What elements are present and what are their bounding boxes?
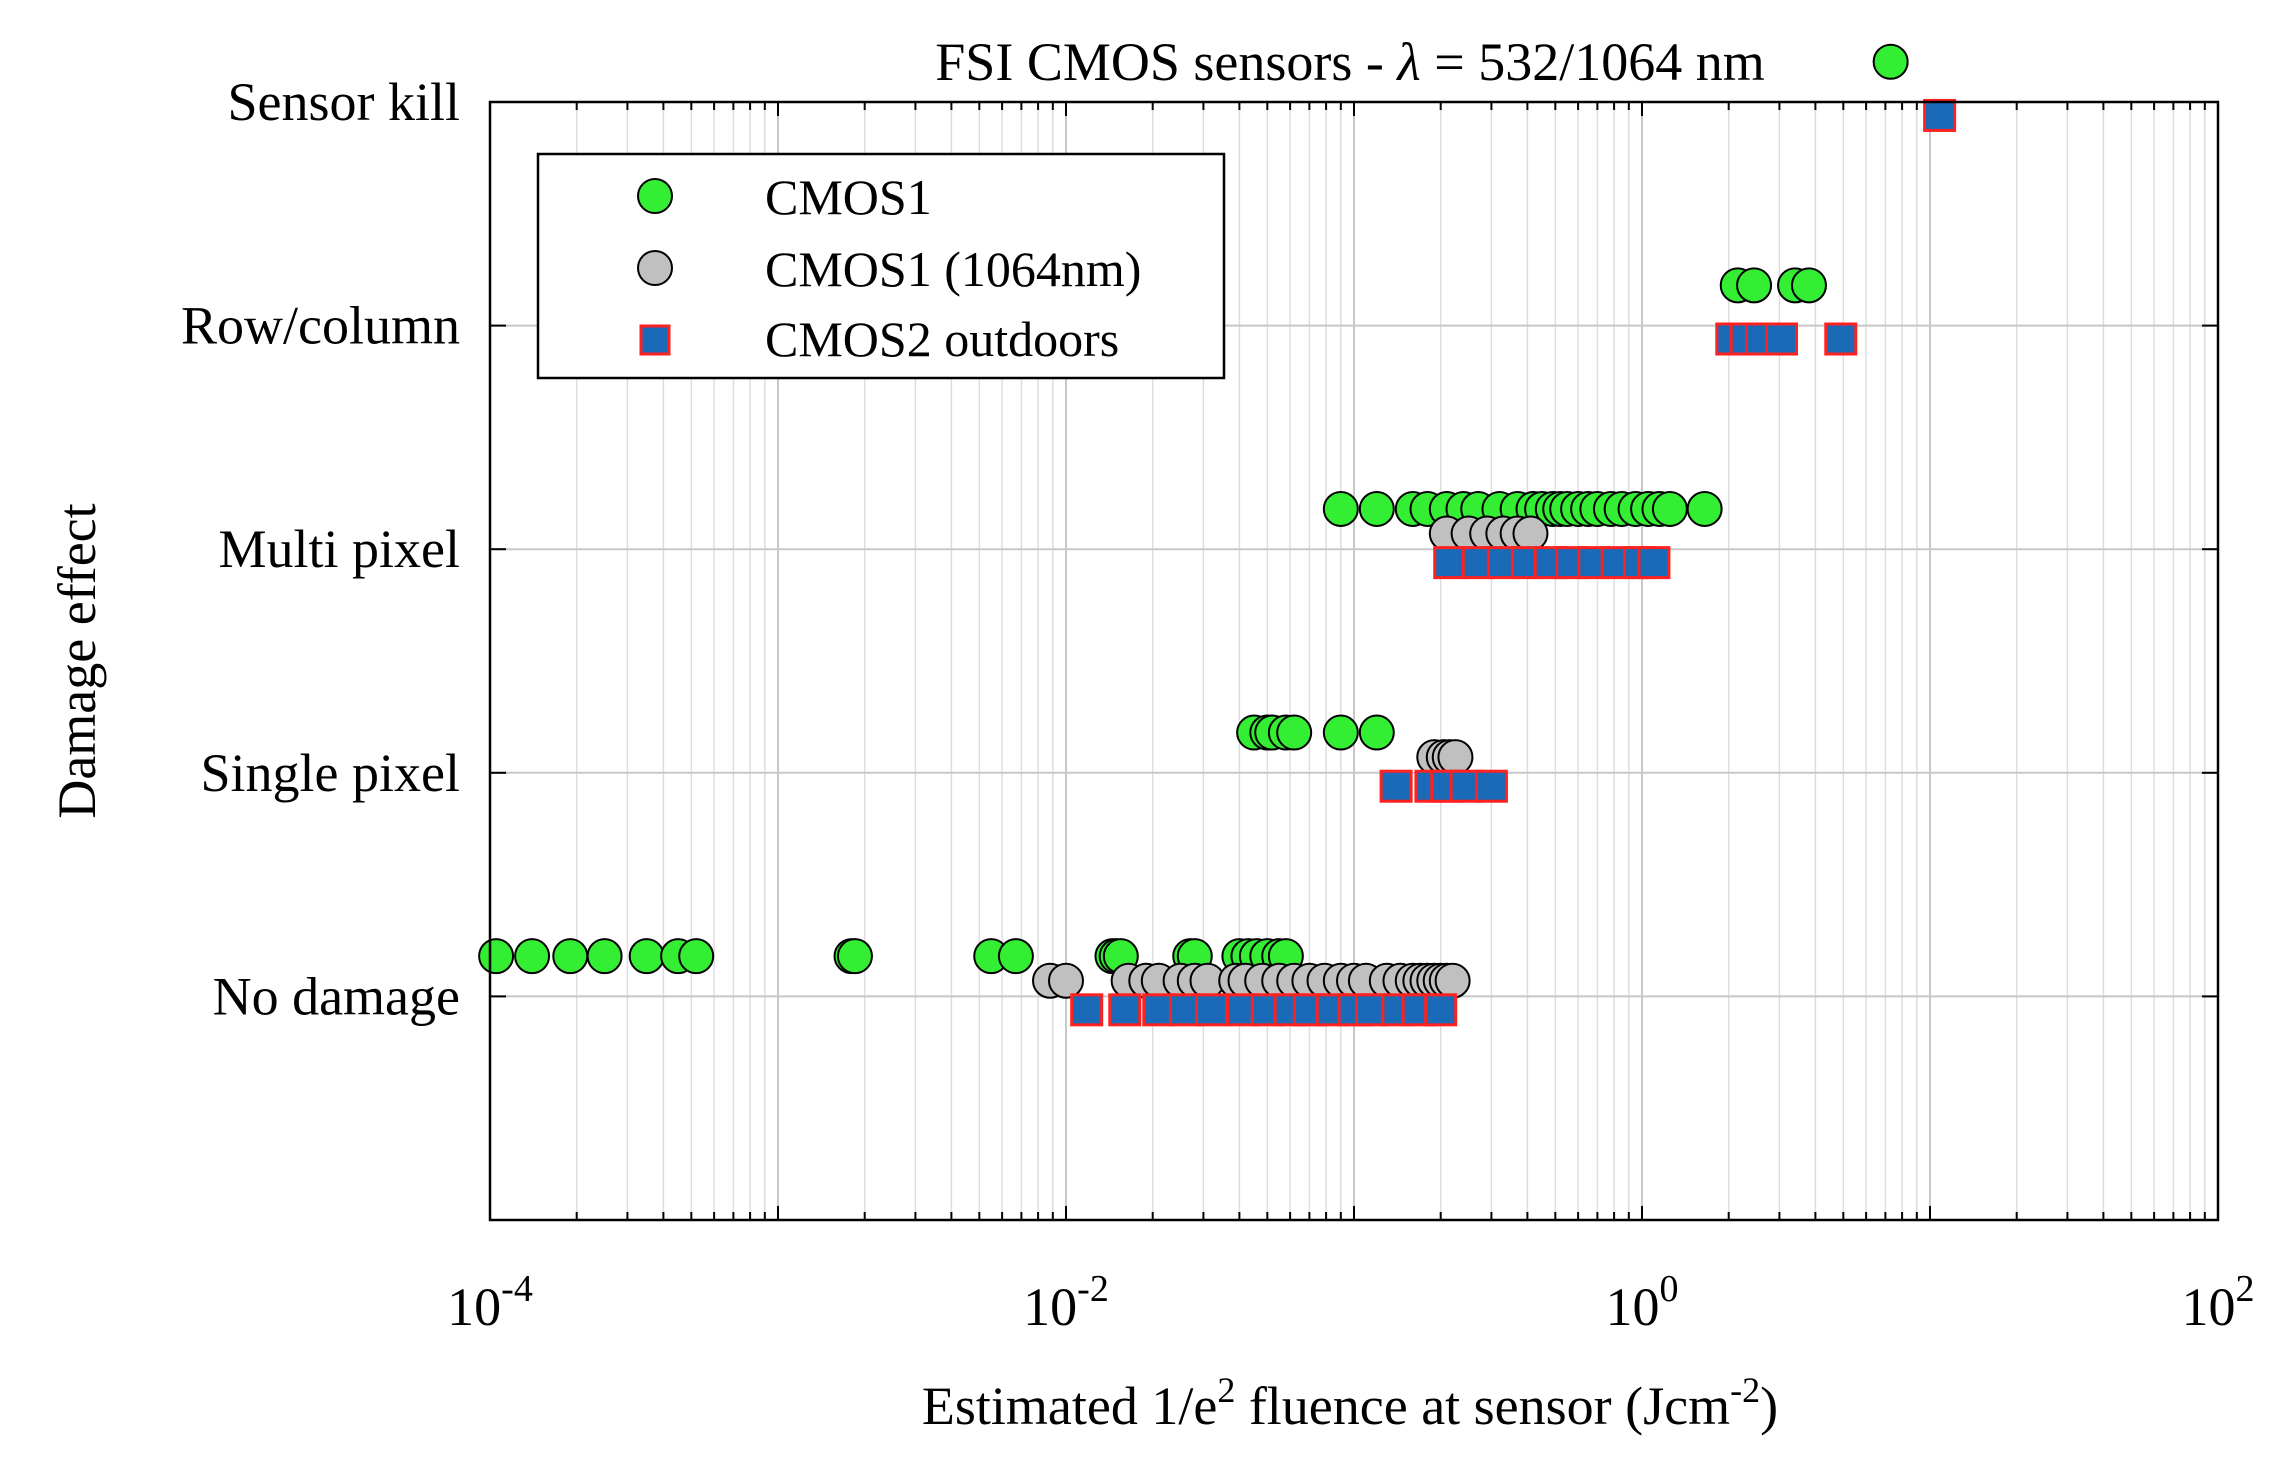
- data-point-circle: [1322, 714, 1359, 751]
- x-tick-label: 102: [2182, 1268, 2255, 1337]
- legend-marker-cmos2-outdoors: [639, 324, 671, 356]
- y-tick-label: Sensor kill: [227, 72, 460, 132]
- data-point-square: [1379, 769, 1413, 803]
- data-point-circle: [1651, 490, 1688, 527]
- x-tick-label: 10-4: [447, 1268, 533, 1337]
- legend-label-cmos1-1064nm: CMOS1 (1064nm): [765, 241, 1141, 297]
- data-point-circle: [1686, 490, 1723, 527]
- x-tick-label: 100: [1606, 1268, 1679, 1337]
- data-point-circle: [586, 938, 623, 975]
- data-point-square: [1424, 993, 1458, 1027]
- data-point-circle: [1048, 962, 1084, 999]
- data-point-square: [1070, 993, 1104, 1027]
- data-point-circle: [628, 938, 665, 975]
- legend-label-cmos1: CMOS1: [765, 169, 932, 225]
- data-point-square: [1824, 322, 1858, 356]
- data-point-square: [1433, 546, 1467, 580]
- data-point-circle: [1434, 962, 1471, 999]
- data-point-circle: [1276, 714, 1313, 751]
- data-point-square: [1764, 322, 1798, 356]
- y-axis-label: Damage effect: [47, 503, 107, 818]
- data-point-square: [1637, 546, 1671, 580]
- legend-label-cmos2-outdoors: CMOS2 outdoors: [765, 311, 1119, 367]
- y-tick-label: Multi pixel: [219, 519, 461, 579]
- data-point-circle: [1358, 490, 1395, 527]
- legend: CMOS1 CMOS1 (1064nm) CMOS2 outdoors: [536, 152, 1226, 380]
- data-point-circle: [1790, 267, 1827, 304]
- legend-marker-cmos1: [637, 178, 673, 214]
- data-points: [478, 43, 1957, 1027]
- axis-ticks: No damage Single pixel Multi pixel Row/colu…: [181, 72, 2255, 1337]
- x-tick-label: 10-2: [1023, 1268, 1109, 1337]
- data-point-circle: [514, 938, 551, 975]
- legend-marker-cmos1-1064nm: [637, 250, 673, 286]
- data-point-circle: [552, 938, 589, 975]
- series-cmos2-outdoors: [1070, 98, 1957, 1027]
- data-point-square: [1108, 993, 1142, 1027]
- data-point-circle: [1512, 515, 1549, 552]
- data-point-square: [1194, 993, 1228, 1027]
- data-point-circle: [1872, 43, 1909, 80]
- chart-title: FSI CMOS sensors - λ = 532/1064 nm: [935, 32, 1764, 92]
- data-point-circle: [997, 938, 1034, 975]
- data-point-square: [1474, 769, 1508, 803]
- data-point-square: [1923, 98, 1957, 132]
- y-tick-label: Single pixel: [201, 743, 460, 803]
- data-point-circle: [478, 938, 515, 975]
- data-point-circle: [1736, 267, 1773, 304]
- data-point-circle: [1322, 490, 1359, 527]
- data-point-circle: [678, 938, 715, 975]
- y-tick-label: No damage: [213, 966, 460, 1026]
- data-point-circle: [1358, 714, 1395, 751]
- data-point-circle: [836, 938, 873, 975]
- data-point-circle: [1437, 739, 1474, 776]
- x-axis-label: Estimated 1/e2 fluence at sensor (Jcm-2): [922, 1370, 1778, 1436]
- y-tick-label: Row/column: [181, 296, 460, 356]
- plot-area-border: [488, 100, 2220, 1222]
